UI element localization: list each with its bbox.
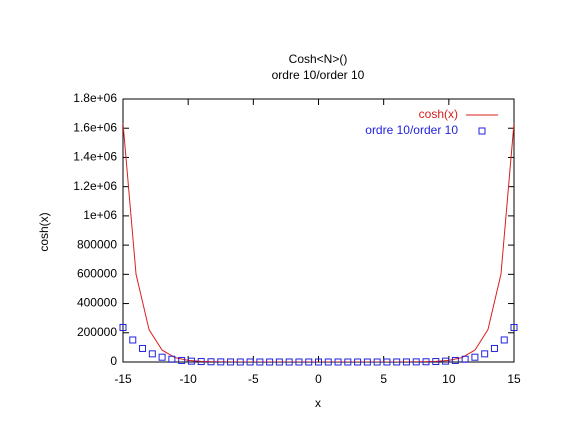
legend-swatch: [478, 127, 486, 135]
point: [383, 358, 391, 366]
point: [119, 323, 127, 331]
point: [158, 353, 166, 361]
point: [461, 355, 469, 363]
y-tick-label: 1.2e+06: [73, 179, 117, 193]
point: [354, 358, 362, 366]
point: [442, 357, 450, 365]
x-tick-label: 10: [442, 372, 456, 386]
y-tick-label: 1.8e+06: [73, 91, 117, 105]
point: [402, 358, 410, 366]
point: [168, 355, 176, 363]
legend-label: cosh(x): [419, 107, 458, 121]
point: [412, 358, 420, 366]
point: [334, 358, 342, 366]
point: [187, 357, 195, 365]
point: [373, 358, 381, 366]
y-tick-label: 200000: [77, 325, 117, 339]
point: [481, 350, 489, 358]
point: [471, 353, 479, 361]
line: [123, 123, 514, 362]
x-tick-label: -15: [114, 372, 132, 386]
point: [363, 358, 371, 366]
point: [246, 358, 254, 366]
plot-border: [122, 98, 515, 363]
point: [129, 336, 137, 344]
point: [207, 358, 215, 366]
point: [275, 358, 283, 366]
point: [227, 358, 235, 366]
point: [178, 356, 186, 364]
point: [236, 358, 244, 366]
x-axis-label: x: [315, 396, 321, 410]
point: [266, 358, 274, 366]
chart-subtitle: ordre 10/order 10: [272, 68, 365, 82]
y-axis-label: cosh(x): [37, 212, 51, 251]
point: [490, 344, 498, 352]
x-tick-label: -5: [248, 372, 259, 386]
y-tick-label: 600000: [77, 267, 117, 281]
x-tick-label: 0: [315, 372, 322, 386]
point: [148, 350, 156, 358]
x-tick-label: 5: [380, 372, 387, 386]
point: [139, 344, 147, 352]
point: [393, 358, 401, 366]
point: [500, 336, 508, 344]
legend-label: ordre 10/order 10: [365, 123, 458, 137]
y-tick-label: 0: [110, 354, 117, 368]
y-tick-label: 800000: [77, 237, 117, 251]
point: [315, 358, 322, 366]
x-tick-label: -10: [179, 372, 197, 386]
point: [256, 358, 264, 366]
point: [344, 358, 352, 366]
x-tick-label: 15: [507, 372, 521, 386]
point: [305, 358, 313, 366]
y-tick-label: 1e+06: [83, 208, 117, 222]
y-tick-label: 1.6e+06: [73, 120, 117, 134]
point: [324, 358, 332, 366]
point: [295, 358, 303, 366]
point: [510, 323, 518, 331]
point: [432, 358, 440, 366]
chart-title: Cosh<N>(): [289, 52, 348, 66]
point: [197, 358, 205, 366]
y-tick-label: 400000: [77, 296, 117, 310]
y-tick-label: 1.4e+06: [73, 150, 117, 164]
point: [451, 356, 459, 364]
point: [422, 358, 430, 366]
point: [285, 358, 293, 366]
point: [217, 358, 225, 366]
